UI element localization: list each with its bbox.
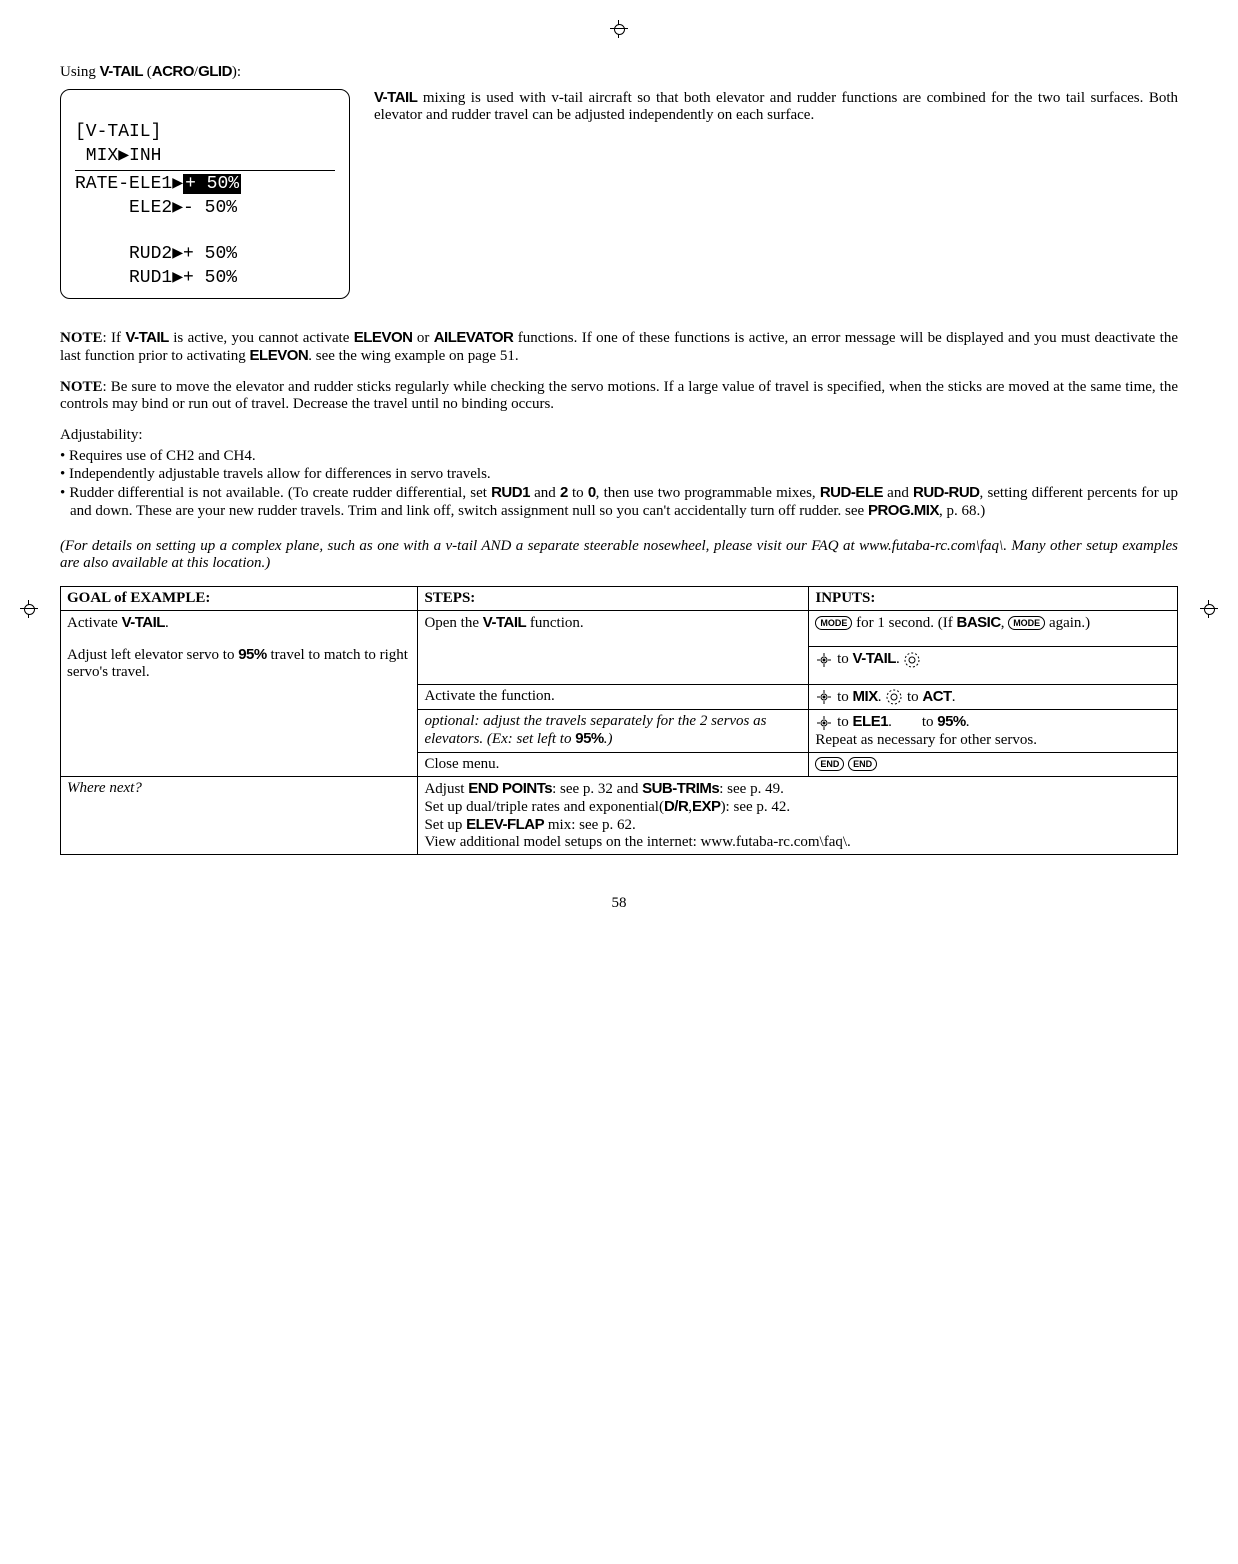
table-cell: Open the V-TAIL function.	[418, 611, 809, 685]
crop-mark-left	[20, 600, 38, 623]
table-cell: Close menu.	[418, 752, 809, 776]
dial-icon	[903, 651, 921, 669]
end-button-icon: END	[848, 757, 877, 771]
table-cell: optional: adjust the travels separately …	[418, 710, 809, 753]
list-item: • Rudder differential is not available. …	[60, 484, 1178, 520]
joystick-icon	[815, 688, 833, 706]
table-cell	[61, 684, 418, 776]
table-cell: to MIX. to ACT.	[809, 684, 1178, 710]
list-item: • Independently adjustable travels allow…	[60, 466, 1178, 483]
end-button-icon: END	[815, 757, 844, 771]
lcd-screen: [V-TAIL] MIX▶INHRATE-ELE1▶+ 50% ELE2▶- 5…	[60, 89, 350, 299]
crop-mark-right	[1200, 600, 1218, 623]
adjustability-title: Adjustability:	[60, 427, 1178, 444]
table-cell: Where next?	[61, 776, 418, 854]
mode-button-icon: MODE	[1008, 616, 1045, 630]
section-heading: Using V-TAIL (ACRO/GLID):	[60, 63, 1178, 81]
table-header: INPUTS:	[809, 587, 1178, 611]
table-cell: Activate V-TAIL. Adjust left elevator se…	[61, 611, 418, 685]
adjustability-list: • Requires use of CH2 and CH4. • Indepen…	[60, 448, 1178, 520]
table-header: STEPS:	[418, 587, 809, 611]
dial-icon	[885, 688, 903, 706]
table-cell: END END	[809, 752, 1178, 776]
table-header: GOAL of EXAMPLE:	[61, 587, 418, 611]
table-cell: to V-TAIL.	[809, 647, 1178, 684]
page-number: 58	[60, 895, 1178, 912]
list-item: • Requires use of CH2 and CH4.	[60, 448, 1178, 465]
crop-mark-top	[60, 20, 1178, 43]
table-cell: Adjust END POINTs: see p. 32 and SUB-TRI…	[418, 776, 1178, 854]
table-cell: Activate the function.	[418, 684, 809, 710]
note-2: NOTE: Be sure to move the elevator and r…	[60, 379, 1178, 413]
mode-button-icon: MODE	[815, 616, 852, 630]
example-table: GOAL of EXAMPLE: STEPS: INPUTS: Activate…	[60, 586, 1178, 855]
table-cell: MODE for 1 second. (If BASIC, MODE again…	[809, 611, 1178, 647]
intro-paragraph: V-TAIL mixing is used with v-tail aircra…	[374, 89, 1178, 124]
joystick-icon	[815, 651, 833, 669]
note-1: NOTE: If V-TAIL is active, you cannot ac…	[60, 329, 1178, 365]
faq-note: (For details on setting up a complex pla…	[60, 538, 1178, 572]
table-cell: to ELE1. to 95%. Repeat as necessary for…	[809, 710, 1178, 753]
joystick-icon	[815, 714, 833, 732]
